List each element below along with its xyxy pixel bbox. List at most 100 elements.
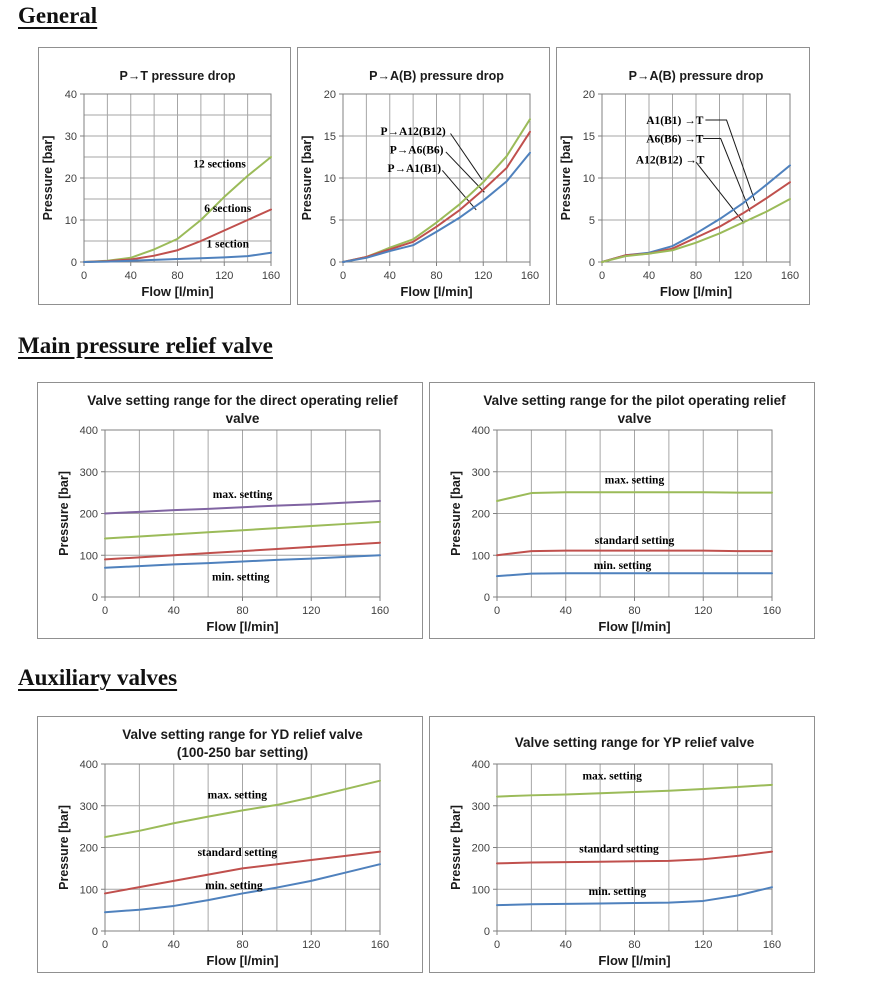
x-tick-label: 120: [694, 605, 712, 617]
x-tick-label: 80: [628, 605, 640, 617]
yp-relief-valve-svg: 0 40 80 120 160 0 100 200 300 400 Valve setting ra…: [449, 735, 781, 968]
series-label: P→A6(B6): [390, 144, 444, 156]
y-axis-label: Pressure [bar]: [300, 136, 314, 221]
series-lower-range-line: [104, 541, 381, 561]
x-tick-label: 80: [171, 270, 183, 282]
x-tick-label: 120: [302, 939, 320, 951]
x-tick-label: 0: [340, 270, 346, 282]
series-leader-line: [705, 119, 756, 201]
series-label: 12 sections: [193, 158, 246, 170]
section-heading-main-pressure-relief-valve: Main pressure relief valve: [18, 333, 273, 358]
y-tick-label: 5: [330, 215, 336, 227]
series-standard-setting-line: [104, 850, 381, 895]
y-tick-label: 20: [65, 173, 77, 185]
y-tick-label: 400: [80, 759, 98, 771]
series-a12-b12-t-line: [601, 198, 791, 263]
chart-title: P→A(B) pressure drop: [369, 69, 504, 83]
chart-pab-pressure-drop: 0 40 80 120 160 0 5 10 15 20 P→A(B) pressure drop F…: [297, 47, 550, 305]
series-upper-range-line: [104, 520, 381, 540]
y-tick-label: 300: [472, 801, 490, 813]
series-label: standard setting: [198, 847, 278, 859]
y-tick-label: 400: [472, 759, 490, 771]
x-tick-label: 40: [560, 939, 572, 951]
series-min-setting-line: [496, 572, 773, 578]
chart-title: valve: [618, 411, 652, 426]
y-axis-label: Pressure [bar]: [57, 805, 71, 890]
chart-title: Valve setting range for the direct opera…: [87, 393, 398, 408]
chart-title: (100-250 bar setting): [177, 745, 308, 760]
series-p-a6-b6--line: [342, 130, 531, 263]
abt-pressure-drop-svg: 0 40 80 120 160 0 5 10 15 20 P→A(B) pressure drop F…: [559, 69, 799, 299]
x-tick-label: 0: [102, 939, 108, 951]
x-tick-label: 0: [81, 270, 87, 282]
x-tick-label: 0: [494, 605, 500, 617]
y-tick-label: 0: [484, 592, 490, 604]
series-max-setting-line: [496, 783, 773, 798]
y-axis-label: Pressure [bar]: [449, 805, 463, 890]
x-tick-label: 160: [763, 605, 781, 617]
pt-pressure-drop-svg: 0 40 80 120 160 0 10 20 30 40 P→T pressure drop Flo…: [41, 69, 280, 299]
y-tick-label: 15: [583, 131, 595, 143]
chart-abt-pressure-drop: 0 40 80 120 160 0 5 10 15 20 P→A(B) pressure drop F…: [556, 47, 810, 305]
chart-yd-relief-valve: 0 40 80 120 160 0 100 200 300 400 Valve setting ra…: [37, 716, 423, 973]
y-tick-label: 400: [80, 425, 98, 437]
series-max-setting-line: [104, 499, 381, 515]
series-min-setting-line: [496, 886, 773, 907]
series-leader-line: [441, 170, 477, 211]
series-max-setting-line: [496, 491, 773, 502]
series-label: A1(B1) →T: [646, 115, 704, 127]
chart-title: P→T pressure drop: [120, 69, 236, 83]
y-axis-label: Pressure [bar]: [449, 471, 463, 556]
series-label: max. setting: [213, 489, 273, 501]
x-tick-label: 160: [763, 939, 781, 951]
x-axis-label: Flow [l/min]: [660, 284, 732, 299]
chart-title: Valve setting range for YD relief valve: [122, 727, 363, 742]
section-heading-general: General: [18, 3, 98, 28]
x-tick-label: 0: [599, 270, 605, 282]
series-label: A6(B6) →T: [646, 134, 704, 146]
y-tick-label: 10: [324, 173, 336, 185]
x-tick-label: 80: [236, 605, 248, 617]
series-label: A12(B12) →T: [636, 155, 705, 167]
series-label: min. setting: [212, 572, 270, 584]
series-1-section-line: [83, 251, 272, 263]
section-heading-auxiliary-valves: Auxiliary valves: [18, 665, 178, 690]
x-tick-label: 40: [643, 270, 655, 282]
series-min-setting-line: [104, 554, 381, 569]
series-leader-line: [445, 151, 485, 193]
series-label: min. setting: [589, 886, 647, 898]
y-tick-label: 10: [583, 173, 595, 185]
series-label: min. setting: [594, 560, 652, 572]
x-tick-label: 80: [430, 270, 442, 282]
chart-title: Valve setting range for the pilot operat…: [483, 393, 786, 408]
y-tick-label: 0: [92, 592, 98, 604]
series-label: max. setting: [208, 789, 268, 801]
y-tick-label: 300: [80, 467, 98, 479]
direct-relief-valve-svg: 0 40 80 120 160 0 100 200 300 400 Valve setting ra…: [57, 393, 398, 634]
y-tick-label: 100: [472, 550, 490, 562]
x-tick-label: 120: [734, 270, 752, 282]
y-tick-label: 0: [589, 257, 595, 269]
x-axis-label: Flow [l/min]: [598, 619, 670, 634]
chart-title: Valve setting range for YP relief valve: [515, 735, 755, 750]
series-label: P→A12(B12): [381, 126, 446, 138]
x-tick-label: 160: [521, 270, 539, 282]
y-tick-label: 40: [65, 89, 77, 101]
chart-direct-operating-relief-valve: 0 40 80 120 160 0 100 200 300 400 Valve setting ra…: [37, 382, 423, 639]
y-tick-label: 10: [65, 215, 77, 227]
series-min-setting-line: [104, 863, 381, 914]
x-tick-label: 80: [628, 939, 640, 951]
y-tick-label: 0: [484, 926, 490, 938]
x-tick-label: 40: [384, 270, 396, 282]
series-label: 1 section: [207, 239, 250, 251]
pab-pressure-drop-svg: 0 40 80 120 160 0 5 10 15 20 P→A(B) pressure drop F…: [300, 69, 539, 299]
x-tick-label: 40: [168, 939, 180, 951]
series-label: max. setting: [605, 474, 665, 486]
x-tick-label: 40: [168, 605, 180, 617]
y-tick-label: 200: [80, 509, 98, 521]
y-tick-label: 20: [583, 89, 595, 101]
x-tick-label: 0: [494, 939, 500, 951]
x-tick-label: 160: [371, 939, 389, 951]
x-axis-label: Flow [l/min]: [206, 619, 278, 634]
